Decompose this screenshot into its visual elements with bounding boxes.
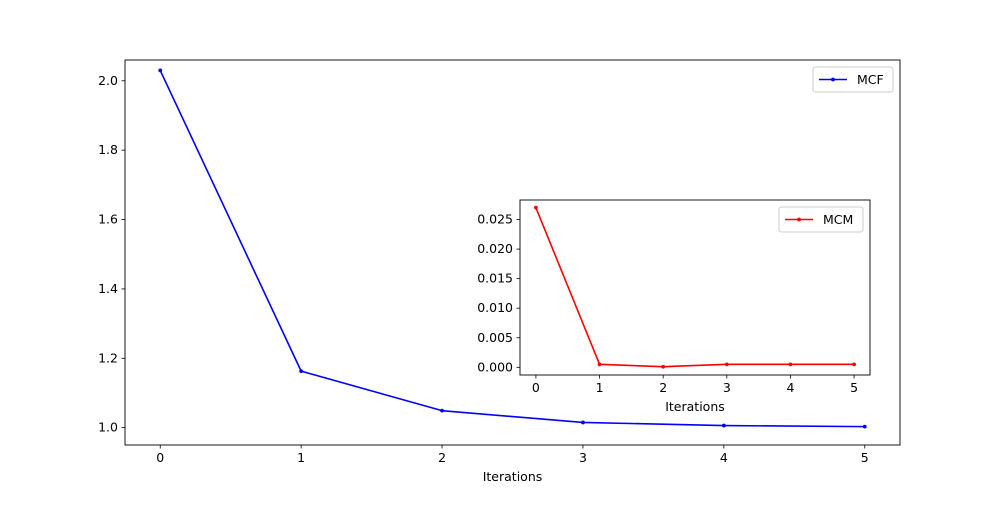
x-tick-label: 4 (786, 380, 794, 395)
y-tick-label: 2.0 (98, 73, 118, 88)
y-tick-label: 0.010 (477, 300, 513, 315)
x-tick-label: 0 (156, 450, 164, 465)
data-point (158, 68, 163, 73)
data-point (581, 420, 585, 425)
y-tick-label: 1.6 (98, 212, 118, 227)
plot-frame (519, 199, 871, 376)
y-tick-label: 0.025 (477, 212, 513, 227)
legend-box (812, 66, 894, 93)
x-tick-label: 2 (659, 380, 667, 395)
series-line-mcm (535, 207, 855, 368)
data-point (721, 423, 726, 428)
data-point (661, 364, 666, 369)
legend-box (778, 206, 864, 233)
x-tick-label: 2 (438, 450, 446, 465)
x-tick-label: 1 (297, 450, 305, 465)
inset-plot: 0 1 2 3 4 5 0.000 0.005 0.010 0.015 0.020 0.025 Iter… (477, 199, 871, 414)
legend-label: MCF (857, 72, 884, 87)
plot-frame (124, 59, 901, 446)
data-point (440, 408, 444, 413)
x-tick-label: 0 (532, 380, 540, 395)
y-tick-label: 1.0 (98, 420, 118, 435)
x-tick-label: 3 (723, 380, 731, 395)
legend-marker (831, 77, 835, 82)
x-tick-label: 5 (850, 380, 858, 395)
y-tick-label: 0.005 (477, 330, 513, 345)
x-axis-label: Iterations (665, 399, 725, 414)
legend-label: MCM (823, 212, 853, 227)
y-tick-label: 1.2 (98, 350, 118, 365)
y-tick-label: 1.8 (98, 142, 118, 157)
x-axis-label: Iterations (483, 469, 543, 484)
data-point (724, 362, 729, 367)
data-point (299, 369, 304, 374)
y-tick-label: 0.015 (477, 271, 513, 286)
y-tick-label: 1.4 (98, 281, 118, 296)
y-tick-label: 0.000 (477, 359, 513, 374)
legend-marker (797, 217, 801, 222)
x-tick-label: 4 (720, 450, 728, 465)
legend: MCF (812, 66, 894, 93)
x-tick-label: 1 (596, 380, 604, 395)
data-point (597, 362, 602, 367)
series-line-mcf (159, 70, 865, 428)
data-point (862, 424, 867, 429)
x-tick-label: 5 (861, 450, 869, 465)
x-tick-label: 3 (579, 450, 587, 465)
y-tick-label: 0.020 (477, 241, 513, 256)
legend: MCM (778, 206, 864, 233)
data-point (852, 362, 856, 367)
data-point (788, 362, 793, 367)
data-point (534, 205, 538, 210)
